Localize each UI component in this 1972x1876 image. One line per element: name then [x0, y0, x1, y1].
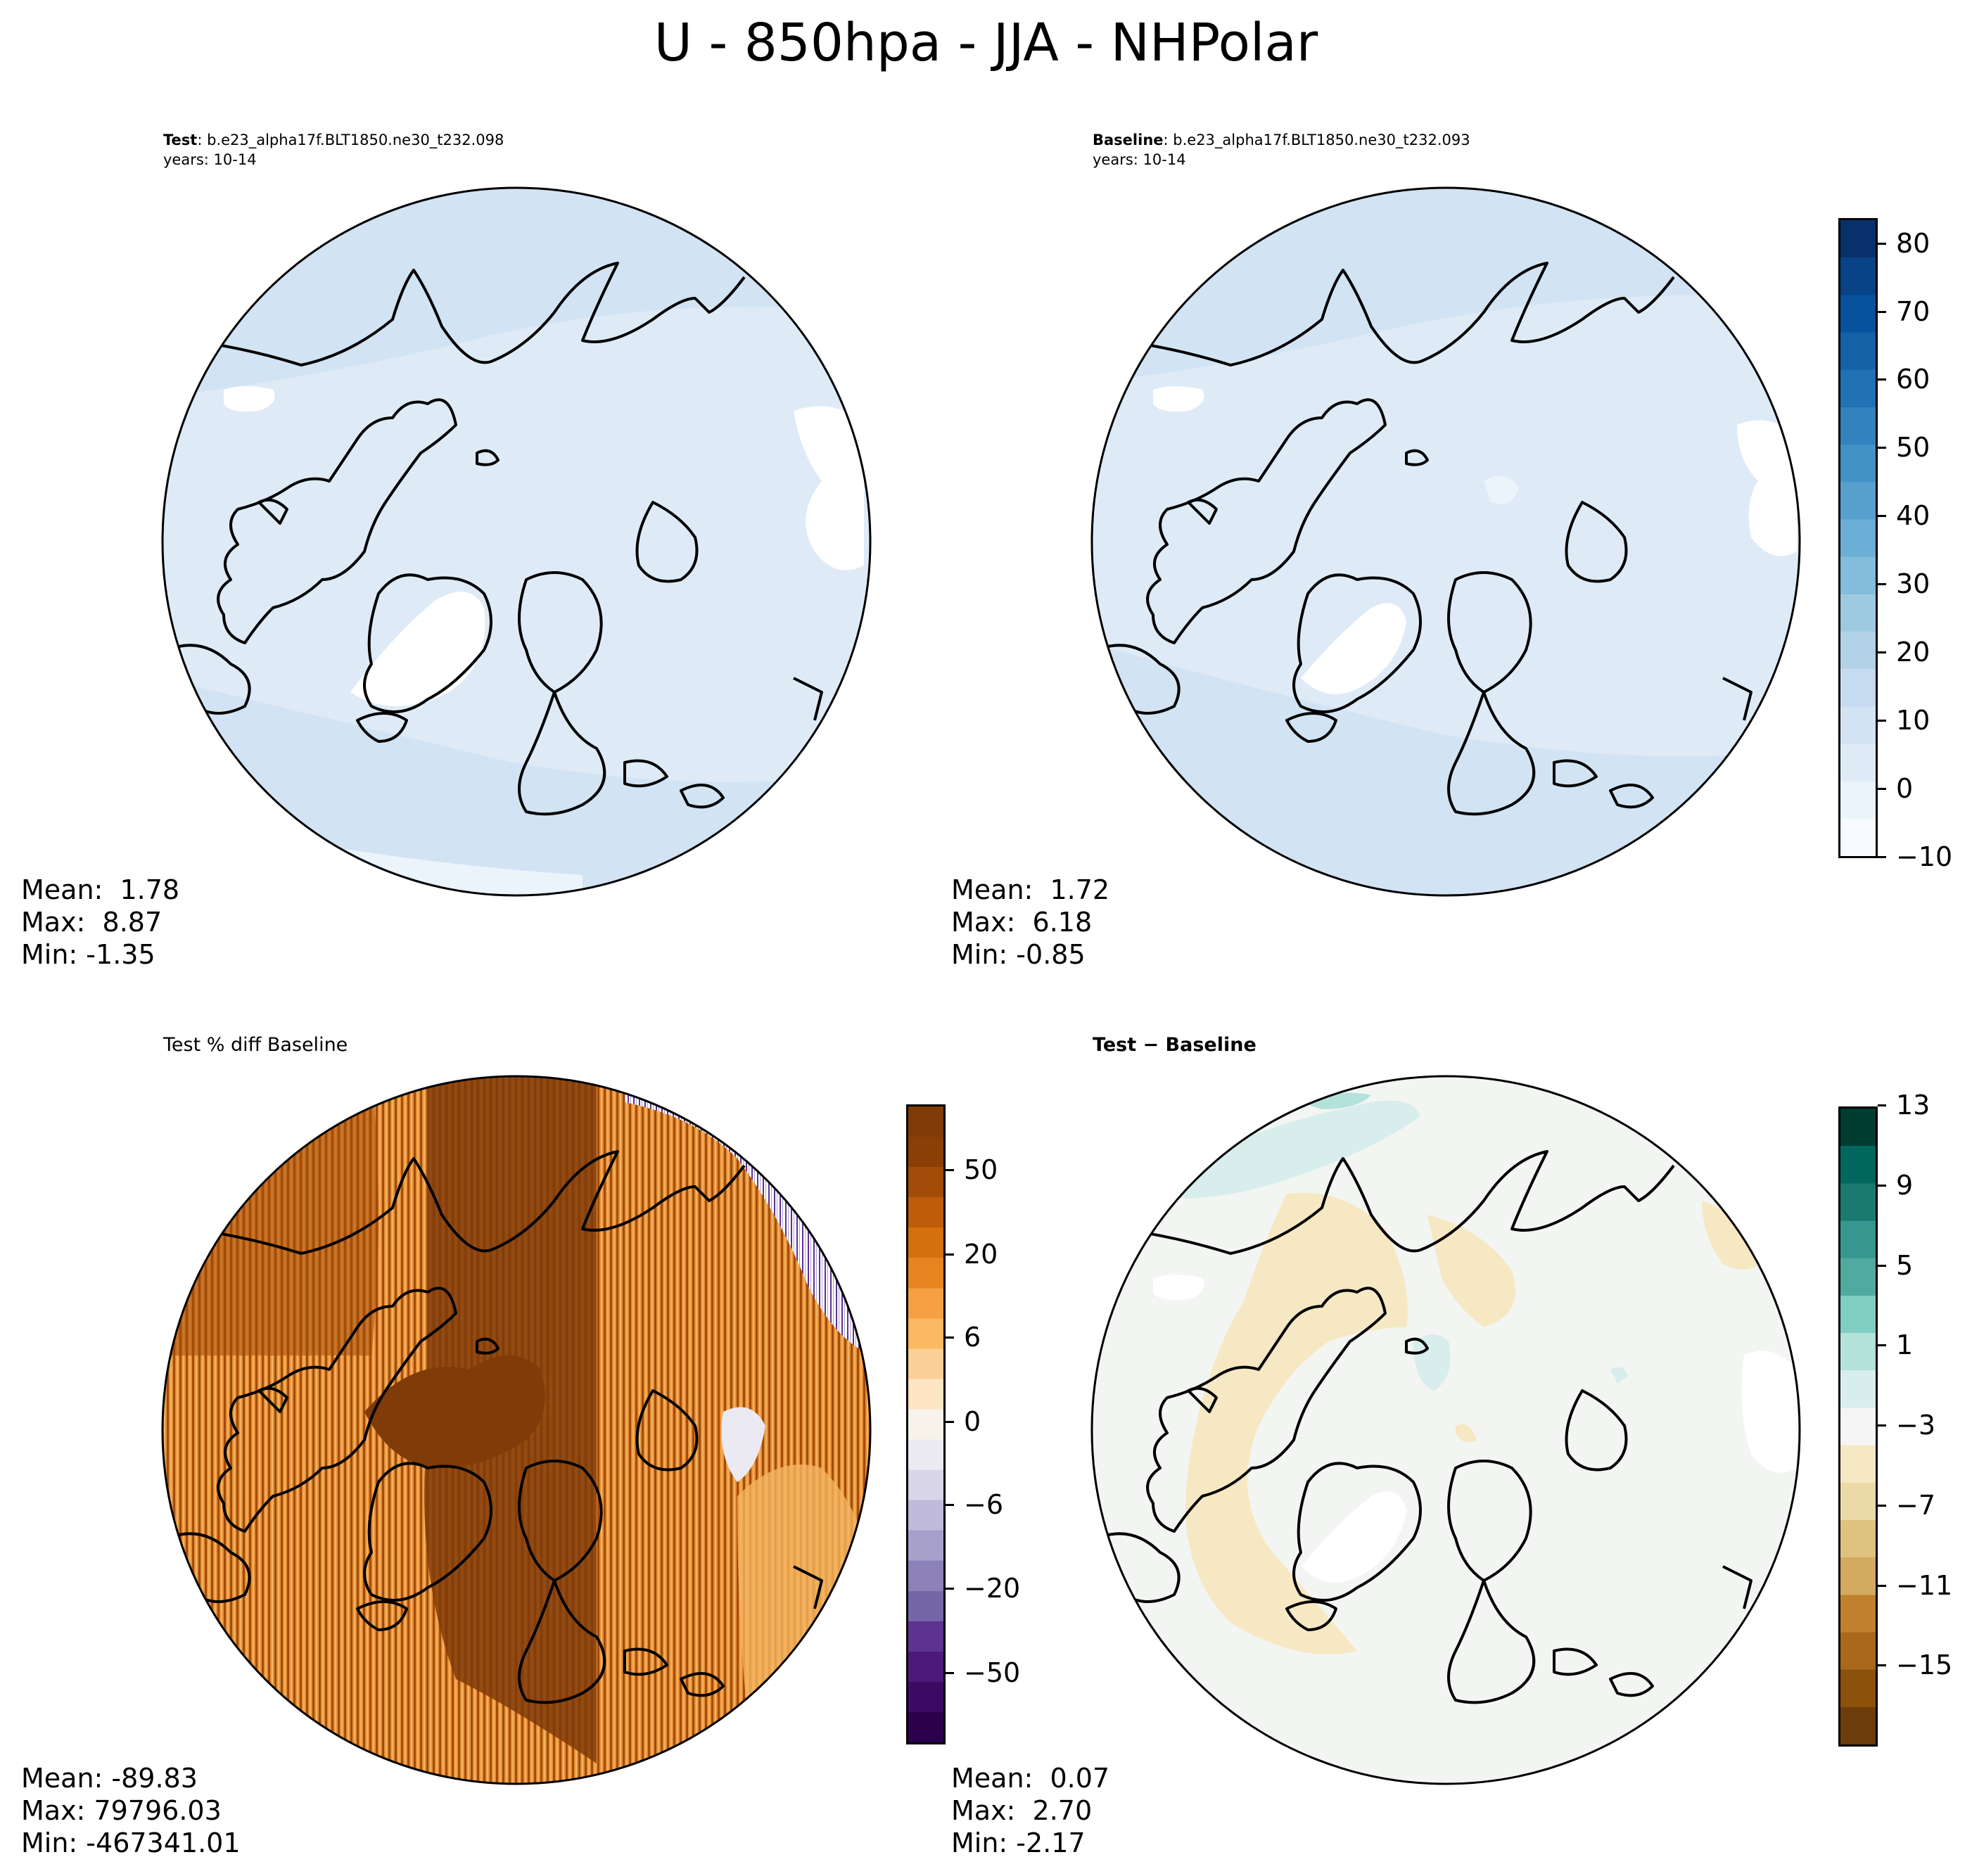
baseline-min: Min: -0.85	[951, 939, 1086, 970]
puor-tick-label: −50	[945, 1657, 1021, 1688]
pctdiff-stats: Mean: -89.83 Max: 79796.03 Min: -467341.01	[21, 1762, 241, 1859]
blues-tick-label: 10	[1877, 704, 1930, 736]
blues-tick-label: 70	[1877, 295, 1930, 327]
pctdiff-map	[161, 1075, 872, 1785]
test-baseline-colorbar-ticks: 80 70 60 50 40 30 20 10 0 −10	[1877, 218, 1966, 872]
test-max: Max: 8.87	[21, 907, 163, 938]
test-label-case: : b.e23_alpha17f.BLT1850.ne30_t232.098	[197, 132, 504, 148]
pctdiff-min: Min: -467341.01	[21, 1827, 241, 1858]
pctdiff-mean: Mean: -89.83	[21, 1763, 198, 1794]
test-label-bold: Test	[163, 132, 198, 148]
baseline-panel-label: Baseline: b.e23_alpha17f.BLT1850.ne30_t2…	[1093, 130, 1470, 150]
brbg-tick-label: −15	[1877, 1650, 1953, 1681]
test-stats: Mean: 1.78 Max: 8.87 Min: -1.35	[21, 874, 179, 971]
blues-tick-label: 50	[1877, 432, 1930, 464]
diff-min: Min: -2.17	[951, 1827, 1086, 1858]
diff-panel-label: Test − Baseline	[1093, 1034, 1257, 1056]
test-baseline-colorbar	[1838, 218, 1878, 858]
brbg-tick-label: −7	[1877, 1489, 1936, 1521]
puor-tick-label: 50	[945, 1154, 998, 1185]
puor-tick-label: 6	[945, 1322, 981, 1353]
diff-stats: Mean: 0.07 Max: 2.70 Min: -2.17	[951, 1762, 1109, 1859]
diff-map	[1090, 1075, 1801, 1785]
diff-max: Max: 2.70	[951, 1795, 1093, 1826]
baseline-mean: Mean: 1.72	[951, 874, 1110, 905]
puor-tick-label: 20	[945, 1238, 998, 1270]
baseline-label-bold: Baseline	[1093, 132, 1164, 148]
brbg-tick-label: −3	[1877, 1410, 1936, 1441]
test-panel-label: Test: b.e23_alpha17f.BLT1850.ne30_t232.0…	[163, 130, 504, 150]
pctdiff-max: Max: 79796.03	[21, 1795, 222, 1826]
pctdiff-panel-label: Test % diff Baseline	[163, 1034, 348, 1056]
baseline-label-case: : b.e23_alpha17f.BLT1850.ne30_t232.093	[1163, 132, 1470, 148]
blues-tick-label: −10	[1877, 841, 1953, 872]
puor-tick-label: 0	[945, 1406, 981, 1438]
blues-tick-label: 40	[1877, 500, 1930, 532]
test-map	[161, 186, 872, 897]
blues-tick-label: 60	[1877, 364, 1930, 395]
blues-tick-label: 0	[1877, 772, 1914, 804]
diff-mean: Mean: 0.07	[951, 1763, 1110, 1794]
baseline-years: years: 10-14	[1093, 151, 1186, 168]
test-min: Min: -1.35	[21, 939, 155, 970]
diff-colorbar	[1838, 1106, 1878, 1747]
diff-colorbar-ticks: 13 9 5 1 −3 −7 −11 −15	[1877, 1090, 1966, 1747]
baseline-max: Max: 6.18	[951, 907, 1093, 938]
pctdiff-colorbar-ticks: 50 20 6 0 −6 −20 −50	[945, 1104, 1034, 1744]
test-mean: Mean: 1.78	[21, 874, 180, 905]
blues-tick-label: 20	[1877, 637, 1930, 668]
blues-tick-label: 30	[1877, 568, 1930, 600]
brbg-tick-label: −11	[1877, 1569, 1953, 1601]
figure-title: U - 850hpa - JJA - NHPolar	[654, 13, 1318, 73]
brbg-tick-label: 13	[1877, 1090, 1930, 1121]
puor-tick-label: −20	[945, 1572, 1021, 1604]
test-years: years: 10-14	[163, 151, 257, 168]
baseline-map	[1090, 186, 1801, 897]
puor-tick-label: −6	[945, 1488, 1004, 1520]
brbg-tick-label: 5	[1877, 1249, 1914, 1281]
brbg-tick-label: 1	[1877, 1329, 1914, 1361]
baseline-stats: Mean: 1.72 Max: 6.18 Min: -0.85	[951, 874, 1109, 971]
brbg-tick-label: 9	[1877, 1169, 1914, 1201]
blues-tick-label: 80	[1877, 227, 1930, 259]
pctdiff-colorbar	[906, 1104, 946, 1744]
